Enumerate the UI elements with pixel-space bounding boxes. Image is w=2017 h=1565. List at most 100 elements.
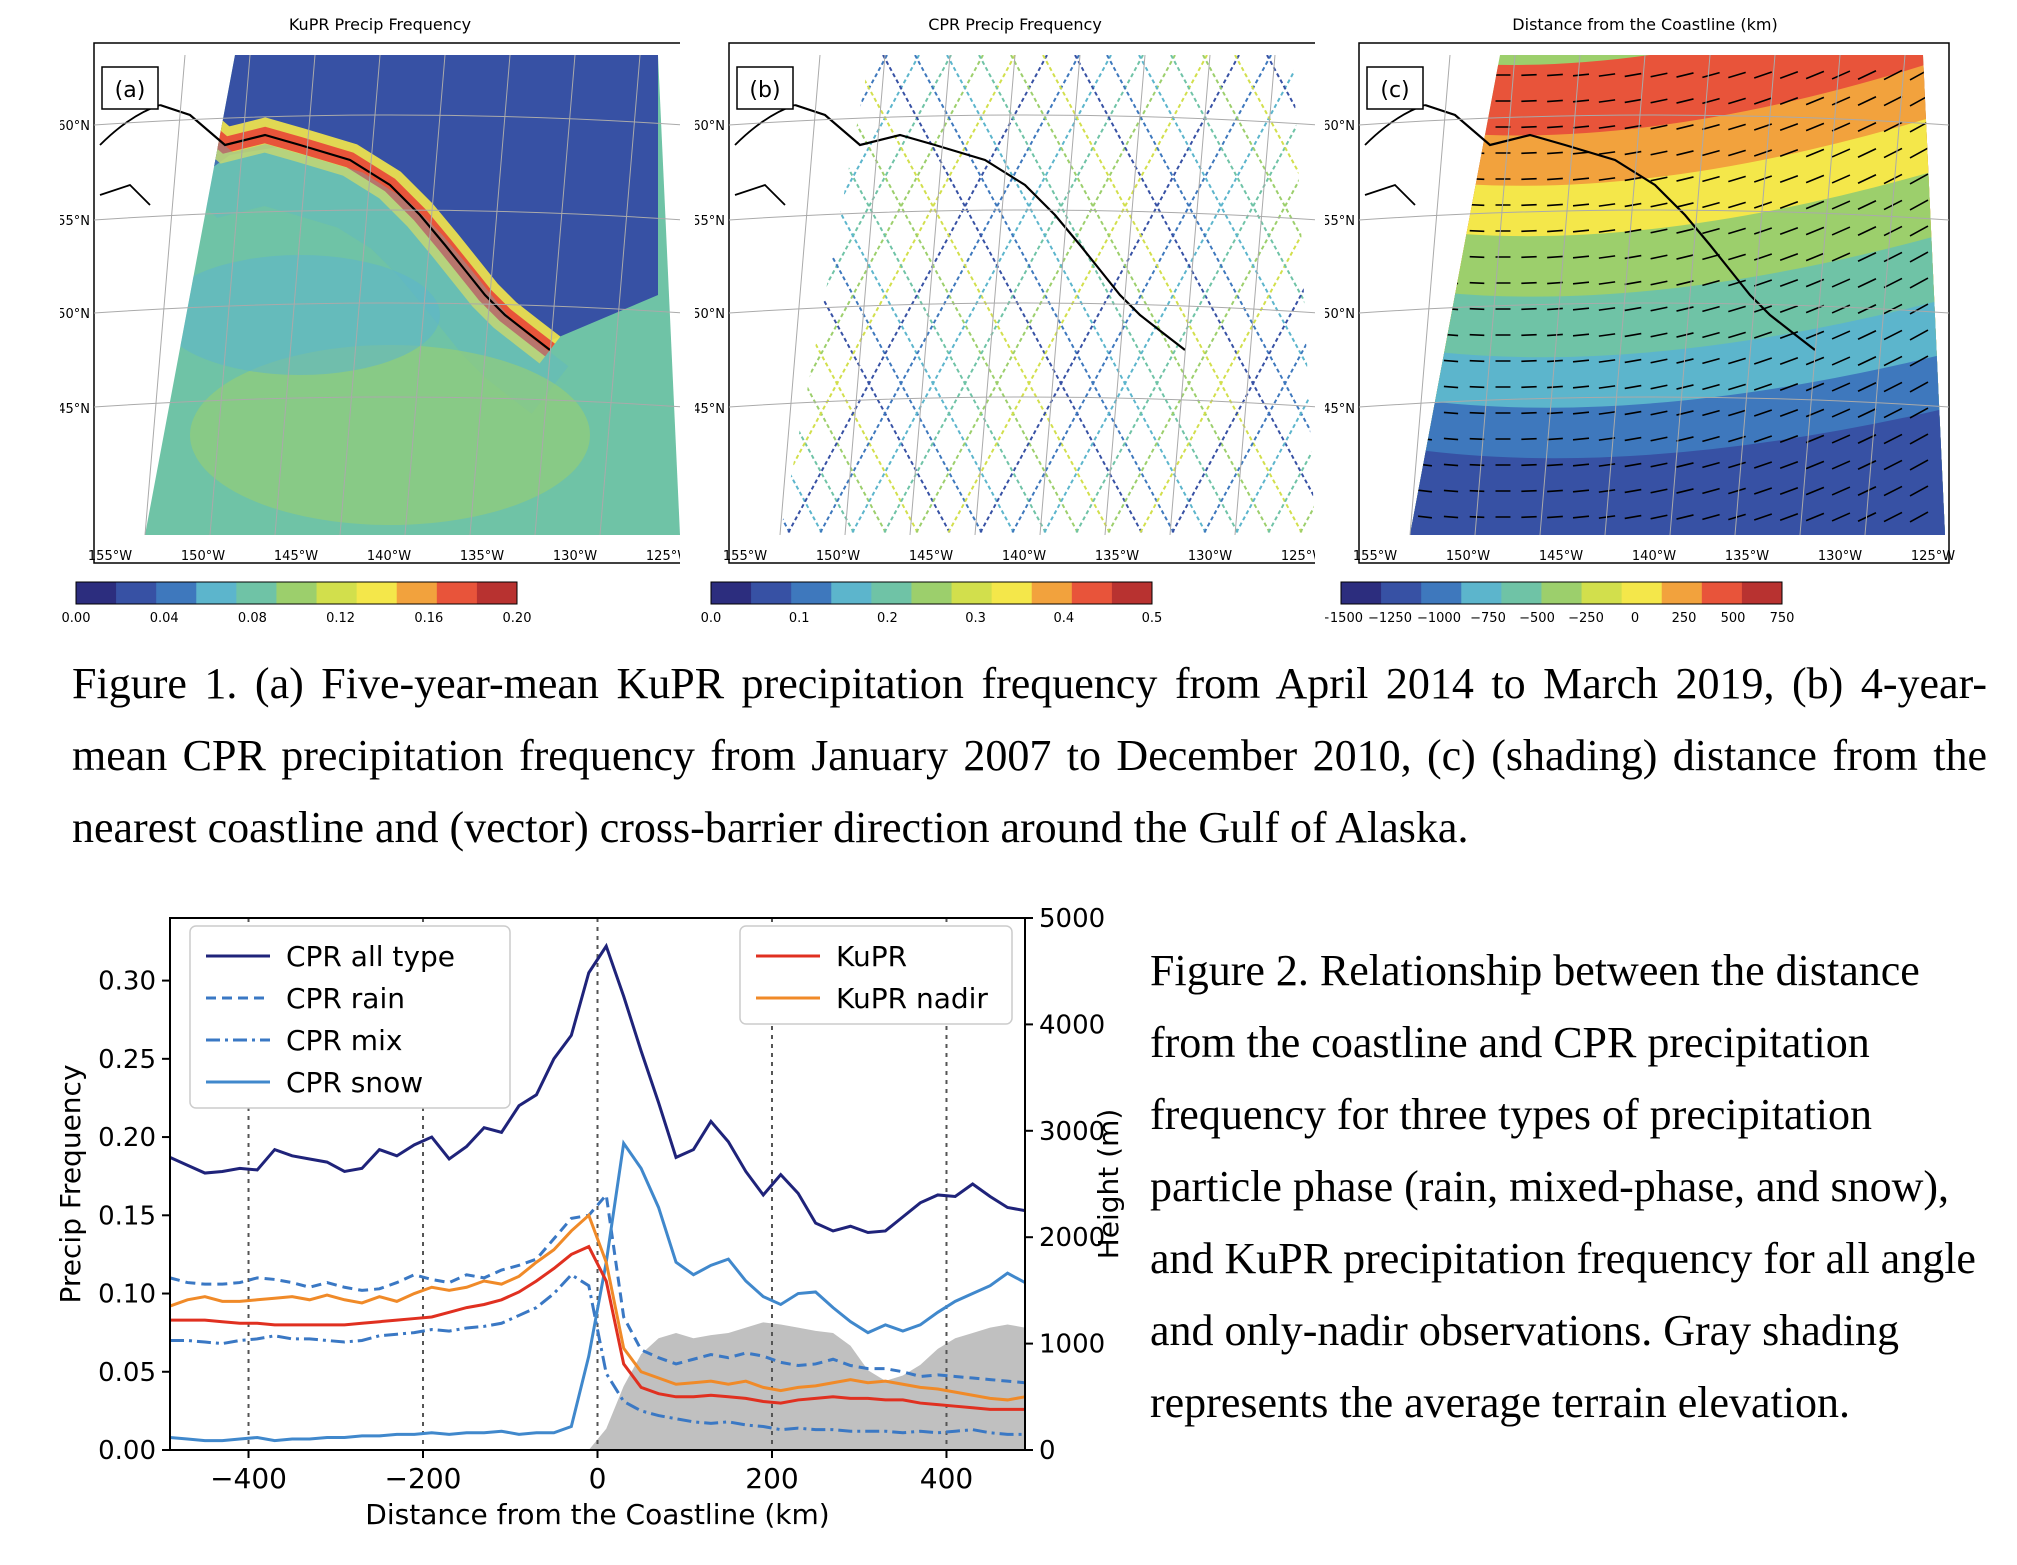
- colorbar-swatch: [1541, 582, 1583, 604]
- map-b: CPR Precip Frequency (b) 60°N 55°N 50°N 45°…: [692, 15, 1325, 626]
- figure1-panel-c: Distance from the Coastline (km) (c) 60°…: [1319, 15, 1965, 626]
- legend-label: CPR mix: [286, 1024, 402, 1057]
- colorbar-tick: 0.4: [1053, 611, 1074, 625]
- colorbar-swatch: [1031, 582, 1073, 604]
- colorbar-tick: −1250: [1368, 611, 1412, 625]
- lon-label: 135°W: [1725, 549, 1769, 564]
- lat-label: 55°N: [60, 214, 90, 229]
- y2tick-label: 2000: [1039, 1223, 1105, 1253]
- lon-label: 125°W: [1911, 549, 1955, 564]
- colorbar-swatch: [1621, 582, 1663, 604]
- lat-label: 60°N: [1325, 119, 1355, 134]
- colorbar-tick: −1000: [1417, 611, 1461, 625]
- colorbar-tick: 0.3: [965, 611, 986, 625]
- ytick-label: 0.05: [98, 1358, 156, 1388]
- legend-label: CPR all type: [286, 940, 455, 973]
- colorbar-tick: 500: [1721, 611, 1746, 625]
- legend-label: KuPR nadir: [836, 982, 988, 1015]
- colorbar-swatch: [1071, 582, 1113, 604]
- colorbar-tick: 0.12: [326, 611, 355, 625]
- lat-label: 50°N: [1325, 307, 1355, 322]
- colorbar-tick: 0.00: [62, 611, 91, 625]
- ytick-label: 0.10: [98, 1280, 156, 1310]
- map-a: KuPR Precip Frequency (a) 60°N 55°N 50°N 45…: [57, 15, 690, 626]
- figure1-panel-a: KuPR Precip Frequency (a) 60°N 55°N 50°N 45…: [57, 15, 690, 626]
- figure2-chart: 0.00 0.05 0.10 0.15 0.20 0.25 0.30 0 1000 2000 300…: [40, 890, 1130, 1560]
- legend-label: CPR snow: [286, 1066, 423, 1099]
- lon-label: 150°W: [816, 549, 860, 564]
- map-title: Distance from the Coastline (km): [1512, 15, 1777, 34]
- series-line: [169, 1191, 1026, 1385]
- colorbar-swatch: [711, 582, 752, 604]
- colorbar-tick: −250: [1568, 611, 1604, 625]
- lon-label: 130°W: [1818, 549, 1862, 564]
- colorbar-swatch: [116, 582, 157, 604]
- colorbar-swatch: [356, 582, 398, 604]
- legend-box: [189, 925, 511, 1109]
- lat-label: 60°N: [60, 119, 90, 134]
- map-title: CPR Precip Frequency: [928, 15, 1102, 34]
- legend-label: KuPR: [836, 940, 907, 973]
- panel-tag: (a): [115, 78, 146, 103]
- lon-label: 130°W: [553, 549, 597, 564]
- lon-label: 155°W: [723, 549, 767, 564]
- colorbar-tick: −750: [1470, 611, 1506, 625]
- colorbar-swatch: [316, 582, 358, 604]
- series-line: [170, 1244, 1025, 1411]
- colorbar-tick: −1500: [1325, 611, 1363, 625]
- lon-label: 155°W: [1353, 549, 1397, 564]
- lat-label: 55°N: [695, 214, 725, 229]
- colorbar-swatch: [1661, 582, 1703, 604]
- colorbar-swatch: [1701, 582, 1743, 604]
- xtick-label: 400: [920, 1462, 973, 1495]
- colorbar-tick: 0.08: [238, 611, 267, 625]
- colorbar-swatch: [76, 582, 117, 604]
- colorbar-tick: 0.04: [150, 611, 179, 625]
- colorbar-swatch: [276, 582, 318, 604]
- y2-axis-label: Height (m): [1092, 1109, 1125, 1260]
- colorbar-swatch: [951, 582, 993, 604]
- ytick-label: 0.20: [98, 1123, 156, 1153]
- y2tick-label: 3000: [1039, 1117, 1105, 1147]
- colorbar-tick: 0: [1631, 611, 1639, 625]
- series-line: [169, 942, 1026, 1235]
- lat-label: 50°N: [695, 307, 725, 322]
- y2tick-label: 0: [1039, 1436, 1056, 1466]
- colorbar-tick: −500: [1519, 611, 1555, 625]
- lat-label: 60°N: [695, 119, 725, 134]
- ytick-label: 0.15: [98, 1201, 156, 1231]
- lat-label: 45°N: [695, 402, 725, 417]
- xtick-label: 0: [589, 1462, 607, 1495]
- colorbar-swatch: [1341, 582, 1382, 604]
- series-line: [169, 1139, 1026, 1443]
- colorbar-swatch: [476, 582, 518, 604]
- series-line: [169, 1212, 1026, 1402]
- lon-label: 150°W: [181, 549, 225, 564]
- xtick-label: 200: [745, 1462, 798, 1495]
- colorbar-swatch: [436, 582, 478, 604]
- y-axis-label: Precip Frequency: [54, 1064, 87, 1303]
- map-title: KuPR Precip Frequency: [289, 15, 471, 34]
- lon-label: 130°W: [1188, 549, 1232, 564]
- ytick-label: 0.30: [98, 967, 156, 997]
- lon-label: 155°W: [88, 549, 132, 564]
- ytick-label: 0.25: [98, 1045, 156, 1075]
- figure2-caption: Figure 2. Relationship between the dista…: [1150, 946, 1976, 1427]
- colorbar-swatch: [236, 582, 277, 604]
- lon-label: 135°W: [460, 549, 504, 564]
- lon-label: 140°W: [367, 549, 411, 564]
- colorbar-swatch: [791, 582, 832, 604]
- figure1-caption: Figure 1. (a) Five-year-mean KuPR precip…: [72, 659, 1987, 852]
- colorbar-tick: 0.2: [877, 611, 898, 625]
- colorbar-tick: 0.0: [701, 611, 722, 625]
- lat-label: 50°N: [60, 307, 90, 322]
- lon-label: 125°W: [646, 549, 680, 564]
- colorbar-swatch: [871, 582, 912, 604]
- colorbar-swatch: [991, 582, 1033, 604]
- xtick-label: −400: [210, 1462, 287, 1495]
- ytick-label: 0.00: [98, 1436, 156, 1466]
- y2tick-label: 5000: [1039, 904, 1105, 934]
- colorbar-tick: 0.5: [1142, 611, 1163, 625]
- colorbar-swatch: [1111, 582, 1153, 604]
- colorbar-swatch: [396, 582, 438, 604]
